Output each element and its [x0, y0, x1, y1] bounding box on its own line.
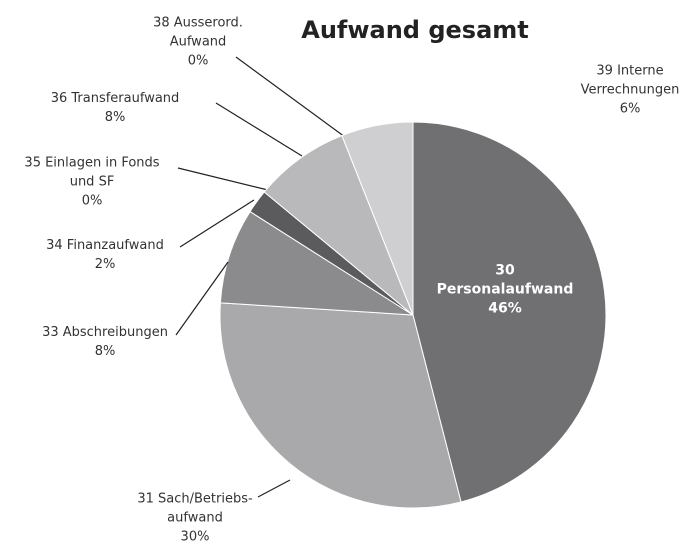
pie-slice: [219, 210, 414, 316]
slice-label: 36 Transferaufwand 8%: [35, 89, 195, 127]
slice-label: 31 Sach/Betriebs-aufwand 30%: [135, 490, 255, 547]
chart-title: Aufwand gesamt: [301, 16, 529, 44]
value-label: 8%: [104, 110, 126, 125]
category-label: 36 Transferaufwand: [50, 91, 180, 106]
pie-slice: [412, 121, 607, 503]
category-label: 33 Abschreibungen: [42, 325, 168, 340]
slice-label: 30 Personalaufwand 46%: [435, 262, 575, 319]
leader-line: [235, 56, 346, 138]
category-label: 38 Ausserord. Aufwand: [153, 15, 243, 50]
leader-line: [177, 167, 269, 191]
value-label: 46%: [488, 300, 522, 317]
pie-slice: [341, 121, 414, 316]
slice-label: 34 Finanzaufwand 2%: [30, 236, 180, 274]
slice-label: 35 Einlagen in Fonds und SF 0%: [12, 154, 172, 211]
category-label: 30 Personalaufwand: [436, 262, 574, 298]
leader-line: [257, 479, 291, 498]
slice-label: 33 Abschreibungen 8%: [30, 323, 180, 361]
category-label: 34 Finanzaufwand: [46, 238, 164, 253]
pie-slice: [263, 134, 414, 316]
leader-line: [175, 261, 229, 336]
value-label: 30%: [180, 529, 210, 545]
category-label: 31 Sach/Betriebs-aufwand: [137, 491, 253, 526]
leader-line: [215, 102, 303, 157]
category-label: 39 Interne Verrechnungen: [580, 63, 680, 98]
pie-slice: [219, 302, 462, 509]
value-label: 6%: [619, 101, 641, 117]
value-label: 0%: [81, 193, 103, 209]
value-label: 8%: [94, 344, 116, 359]
slice-label: 38 Ausserord. Aufwand 0%: [133, 14, 263, 71]
slice-label: 39 Interne Verrechnungen 6%: [570, 62, 684, 119]
leader-line: [179, 199, 255, 248]
value-label: 2%: [94, 257, 116, 272]
value-label: 0%: [187, 53, 209, 69]
category-label: 35 Einlagen in Fonds und SF: [24, 155, 160, 190]
